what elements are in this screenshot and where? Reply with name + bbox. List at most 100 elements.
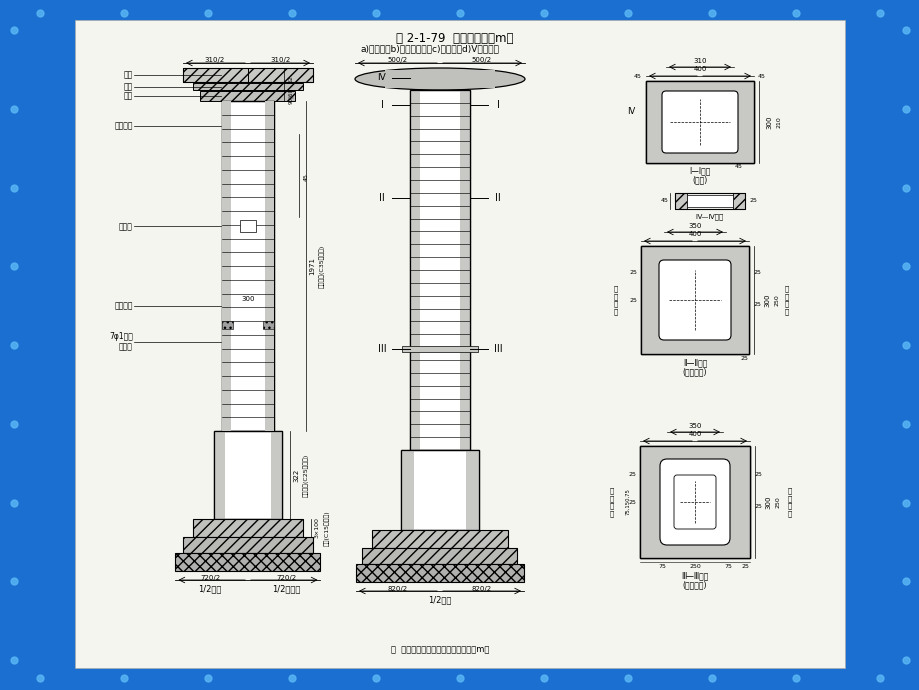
- Bar: [641, 246, 664, 354]
- Text: 25: 25: [753, 302, 760, 308]
- Bar: [271, 431, 282, 519]
- Text: 45: 45: [303, 173, 308, 181]
- Text: 拼接墩身(C35预制上): 拼接墩身(C35预制上): [319, 244, 324, 288]
- Text: 500/2: 500/2: [388, 57, 408, 63]
- Bar: [645, 81, 754, 163]
- Text: III: III: [494, 344, 502, 354]
- Bar: [176, 553, 320, 571]
- Bar: [221, 101, 274, 431]
- Bar: [402, 346, 478, 352]
- Bar: [221, 101, 274, 431]
- Text: 25: 25: [753, 270, 760, 275]
- Bar: [75, 20, 844, 668]
- Text: a)实体坠；b)圆形空心坠；c)栓式坠；d)V形框架坠: a)实体坠；b)圆形空心坠；c)栓式坠；d)V形框架坠: [360, 44, 499, 54]
- Bar: [221, 101, 231, 431]
- Text: 1/2侧面: 1/2侧面: [428, 595, 451, 604]
- Bar: [401, 450, 414, 530]
- Bar: [221, 322, 233, 329]
- Text: 322: 322: [292, 469, 299, 482]
- Text: II: II: [494, 193, 500, 203]
- Text: 300: 300: [766, 115, 771, 129]
- Text: Ⅳ—Ⅳ断面: Ⅳ—Ⅳ断面: [695, 214, 723, 220]
- Text: 250: 250: [775, 496, 779, 508]
- Text: 基础(C15预整上): 基础(C15预整上): [323, 510, 329, 546]
- Bar: [371, 530, 507, 548]
- Text: 300: 300: [765, 495, 770, 509]
- Text: 820/2: 820/2: [471, 586, 492, 592]
- Text: 1971: 1971: [309, 257, 314, 275]
- Bar: [666, 538, 722, 558]
- Bar: [645, 81, 754, 163]
- Bar: [666, 446, 722, 466]
- Bar: [640, 446, 749, 558]
- Bar: [263, 322, 274, 329]
- Text: Ⅰ—Ⅰ断面: Ⅰ—Ⅰ断面: [688, 166, 709, 175]
- Text: 25: 25: [628, 471, 635, 477]
- Bar: [732, 193, 744, 209]
- Bar: [265, 101, 274, 431]
- Text: 500/2: 500/2: [471, 57, 492, 63]
- FancyBboxPatch shape: [659, 459, 729, 545]
- Text: Ⅲ—Ⅲ断面: Ⅲ—Ⅲ断面: [681, 571, 708, 580]
- Text: 实体墩身(C25现整上): 实体墩身(C25现整上): [303, 453, 309, 497]
- Text: I: I: [380, 100, 383, 110]
- Text: (顶板): (顶板): [692, 175, 707, 184]
- Text: 7φ1钢绞
线编板: 7φ1钢绞 线编板: [109, 332, 133, 352]
- Text: 25: 25: [629, 270, 636, 275]
- Text: Ⅱ—Ⅱ断面: Ⅱ—Ⅱ断面: [682, 359, 707, 368]
- Text: 1/2正侧面: 1/2正侧面: [271, 584, 300, 593]
- Bar: [401, 450, 479, 530]
- Text: 45: 45: [757, 74, 766, 79]
- Text: 310/2: 310/2: [205, 57, 225, 63]
- Text: 图  桔梁坠正体横断面图（尺寸单位：m）: 图 桔梁坠正体横断面图（尺寸单位：m）: [391, 646, 489, 655]
- Text: 25: 25: [628, 500, 635, 504]
- Bar: [214, 431, 282, 519]
- Bar: [640, 446, 666, 558]
- Text: 310: 310: [693, 58, 706, 64]
- FancyBboxPatch shape: [662, 91, 737, 153]
- Bar: [384, 70, 494, 88]
- Text: 820/2: 820/2: [388, 586, 408, 592]
- Bar: [200, 91, 295, 101]
- Text: II: II: [379, 193, 384, 203]
- Bar: [640, 446, 749, 558]
- Text: 顶板: 顶板: [124, 92, 133, 101]
- Text: 400: 400: [687, 231, 701, 237]
- Bar: [240, 220, 255, 233]
- Text: 52: 52: [289, 76, 293, 83]
- Text: 基本构件: 基本构件: [114, 121, 133, 130]
- Bar: [725, 246, 748, 354]
- Text: 350: 350: [687, 223, 701, 229]
- Text: 25: 25: [741, 564, 748, 569]
- Bar: [401, 450, 479, 530]
- Ellipse shape: [355, 68, 525, 90]
- Bar: [466, 450, 479, 530]
- Text: 300: 300: [763, 293, 769, 307]
- Bar: [356, 564, 524, 582]
- Text: 720/2: 720/2: [199, 575, 220, 581]
- Bar: [193, 83, 302, 90]
- Text: III: III: [378, 344, 386, 354]
- Text: 平板: 平板: [124, 82, 133, 91]
- Text: 路
线
内
侧: 路 线 内 侧: [609, 487, 614, 517]
- Bar: [641, 246, 748, 354]
- Bar: [362, 548, 516, 564]
- Bar: [183, 68, 248, 82]
- Bar: [410, 90, 470, 450]
- Bar: [248, 68, 312, 82]
- Text: 75: 75: [723, 564, 732, 569]
- Text: (基本构件): (基本构件): [682, 368, 707, 377]
- Text: 400: 400: [687, 431, 701, 437]
- Bar: [214, 431, 282, 519]
- Text: 250: 250: [774, 294, 778, 306]
- Text: 350: 350: [687, 423, 701, 429]
- Bar: [664, 246, 725, 265]
- Text: 250: 250: [688, 564, 700, 569]
- Text: 路
线
外
侧: 路 线 外 侧: [787, 487, 791, 517]
- Bar: [722, 446, 749, 558]
- Text: IV: IV: [626, 108, 634, 117]
- Text: I: I: [496, 100, 499, 110]
- Text: 25: 25: [754, 471, 761, 477]
- Bar: [645, 81, 665, 163]
- Text: 路
线
外
侧: 路 线 外 侧: [784, 285, 789, 315]
